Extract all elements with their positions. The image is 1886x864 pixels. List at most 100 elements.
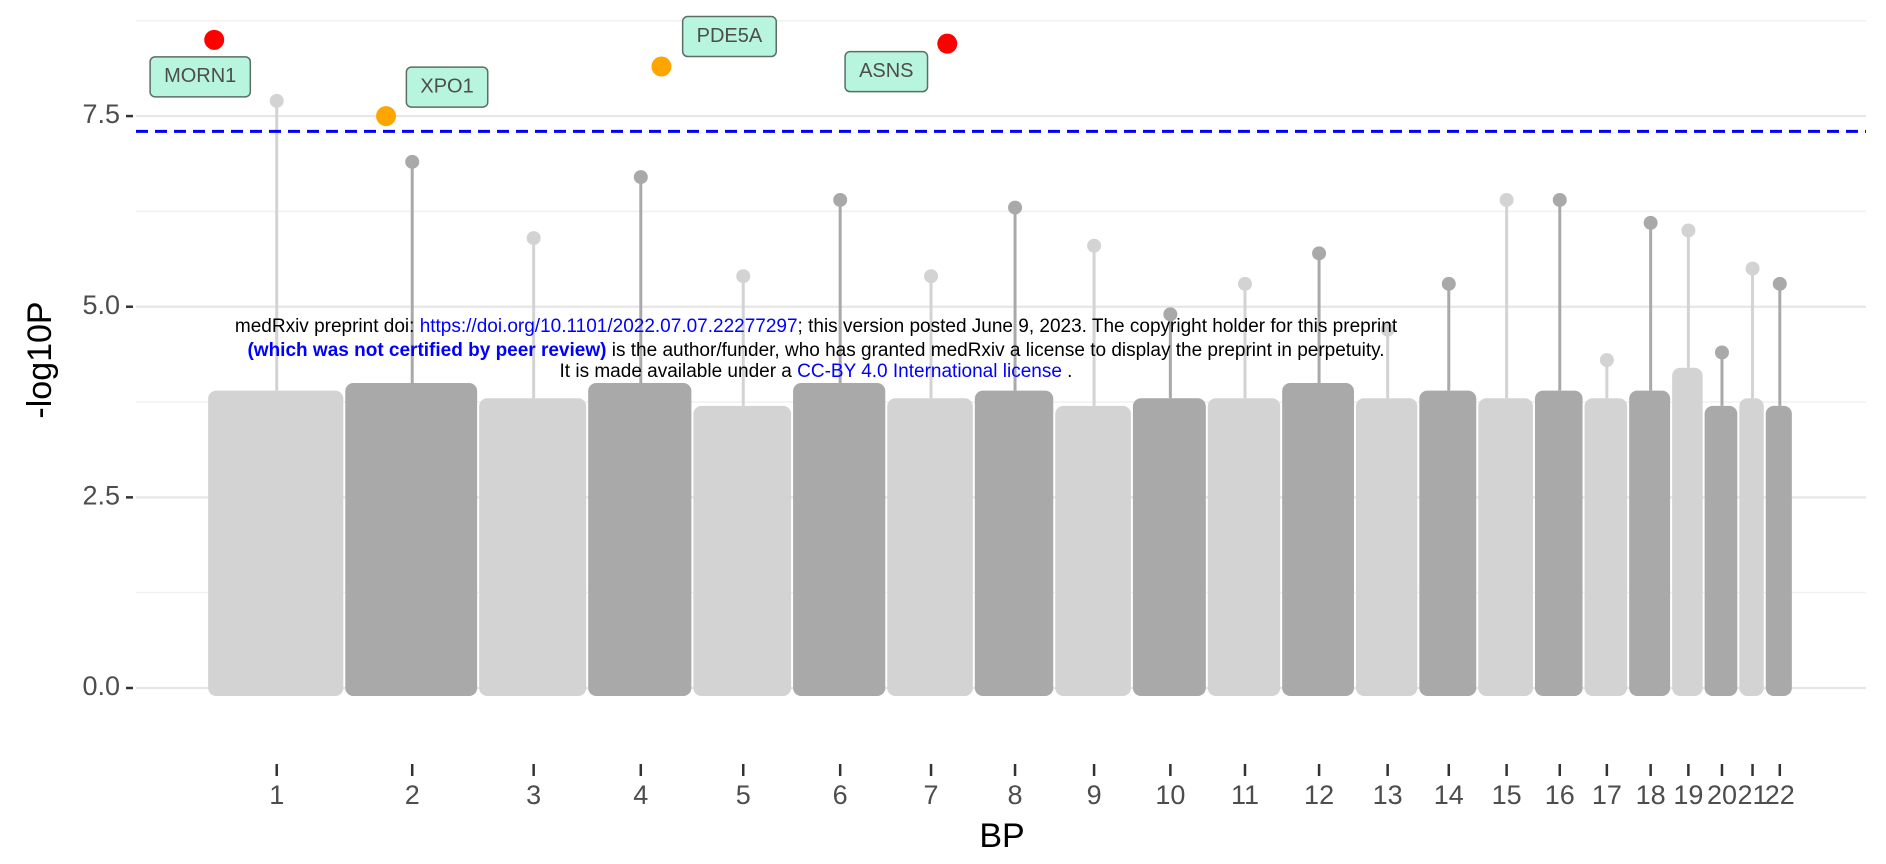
- x-tick-label: 2: [405, 780, 420, 810]
- x-tick-label: 19: [1673, 780, 1703, 810]
- peak-point: [736, 269, 751, 284]
- chromosome-bulk: [1765, 405, 1792, 696]
- chromosome-bulk: [1584, 398, 1628, 696]
- wm-text: .: [1061, 361, 1073, 382]
- peak-point: [1312, 246, 1327, 261]
- peak-point: [1552, 192, 1567, 207]
- gene-label: XPO1: [405, 66, 489, 108]
- chromosome-bulk: [1055, 405, 1131, 696]
- watermark-line: (which was not certified by peer review)…: [0, 340, 1632, 362]
- x-tick-label: 6: [833, 780, 848, 810]
- peak-point: [1441, 276, 1456, 291]
- chromosome-bulk: [1629, 390, 1671, 696]
- wm-text: medRxiv preprint doi:: [234, 316, 420, 337]
- x-tick-label: 15: [1492, 780, 1522, 810]
- gene-label-box: [405, 66, 489, 108]
- y-axis-label: -log10P: [21, 301, 59, 418]
- gene-label-box: [681, 15, 777, 58]
- peak-point: [1237, 276, 1252, 291]
- x-axis-label: BP: [979, 817, 1024, 855]
- wm-link[interactable]: CC-BY 4.0 International license: [797, 361, 1062, 382]
- hit-point: [937, 33, 958, 54]
- hit-point: [376, 106, 397, 127]
- chromosome-bulk: [1478, 398, 1533, 696]
- x-tick-label: 21: [1738, 780, 1768, 810]
- chromosome-bulk: [1739, 398, 1764, 696]
- gene-label-box: [844, 50, 929, 93]
- peak-point: [405, 154, 420, 169]
- gene-label: MORN1: [149, 56, 252, 98]
- peak-point: [1499, 192, 1514, 207]
- watermark-line: It is made available under a CC-BY 4.0 I…: [0, 361, 1632, 383]
- x-tick-label: 11: [1231, 780, 1259, 810]
- x-tick-label: 9: [1087, 780, 1102, 810]
- gene-label-text: MORN1: [164, 65, 236, 87]
- gene-label: PDE5A: [681, 15, 777, 58]
- peak-point: [833, 192, 848, 207]
- x-tick-label: 17: [1592, 780, 1622, 810]
- hit-point: [651, 56, 672, 77]
- x-tick-label: 16: [1545, 780, 1575, 810]
- peak-point: [1772, 276, 1787, 291]
- x-tick-label: 13: [1373, 780, 1403, 810]
- chromosome-bulk: [1419, 390, 1477, 696]
- hit-point: [204, 29, 225, 50]
- chromosome-bulk: [974, 390, 1054, 696]
- y-tick-label: 7.5: [82, 99, 120, 129]
- chromosome-bulk: [345, 382, 478, 696]
- peak-point: [1643, 215, 1658, 230]
- chromosome-bulk: [1704, 405, 1738, 696]
- chromosome-bulk: [693, 405, 792, 696]
- chromosome-bulk: [1355, 398, 1418, 696]
- x-tick-label: 12: [1304, 780, 1334, 810]
- x-tick-label: 8: [1008, 780, 1023, 810]
- chromosome-bulk: [208, 390, 344, 696]
- chromosome-bulk: [1534, 390, 1583, 696]
- peak-point: [1163, 307, 1178, 322]
- gene-label-text: PDE5A: [697, 25, 763, 47]
- chromosome-bulk: [1672, 367, 1703, 696]
- x-tick-label: 14: [1434, 780, 1464, 810]
- chromosome-bulk: [1207, 398, 1281, 696]
- chromosome-bulk: [588, 382, 692, 696]
- peak-point: [269, 93, 284, 108]
- peak-point: [1714, 345, 1729, 360]
- x-tick-label: 4: [633, 780, 648, 810]
- x-tick-label: 7: [924, 780, 939, 810]
- x-tick-label: 20: [1707, 780, 1737, 810]
- peak-point: [633, 170, 648, 185]
- x-tick-label: 18: [1636, 780, 1666, 810]
- chromosome-bulk: [887, 398, 973, 696]
- gene-label-text: ASNS: [859, 60, 913, 82]
- wm-text: is the author/funder, who has granted me…: [606, 340, 1385, 361]
- peak-point: [1087, 238, 1102, 253]
- peak-point: [1380, 322, 1395, 337]
- gene-label: ASNS: [844, 50, 929, 93]
- chromosome-bulk: [1282, 382, 1354, 696]
- watermark-line: medRxiv preprint doi: https://doi.org/10…: [0, 316, 1632, 338]
- wm-link[interactable]: https://doi.org/10.1101/2022.07.07.22277…: [419, 316, 798, 337]
- chromosome-bulk: [1132, 398, 1206, 696]
- peak-point: [1745, 261, 1760, 276]
- y-tick-label: 2.5: [82, 480, 120, 510]
- y-tick-label: 0.0: [82, 671, 120, 701]
- chromosome-bulk: [793, 382, 886, 696]
- peak-point: [924, 269, 939, 284]
- x-tick-label: 22: [1765, 780, 1795, 810]
- peak-point: [526, 231, 541, 246]
- x-tick-label: 1: [269, 780, 284, 810]
- gene-label-text: XPO1: [420, 75, 473, 97]
- chromosome-bulk: [479, 398, 587, 696]
- x-tick-label: 10: [1155, 780, 1185, 810]
- wm-text: It is made available under a: [559, 361, 798, 382]
- wm-text: ; this version posted June 9, 2023. The …: [797, 316, 1398, 337]
- x-tick-label: 5: [736, 780, 751, 810]
- wm-text: (which was not certified by peer review): [247, 340, 607, 361]
- x-tick-label: 3: [526, 780, 541, 810]
- y-tick-label: 5.0: [82, 290, 120, 320]
- gene-label-box: [149, 56, 252, 98]
- peak-point: [1599, 353, 1614, 368]
- peak-point: [1681, 223, 1696, 238]
